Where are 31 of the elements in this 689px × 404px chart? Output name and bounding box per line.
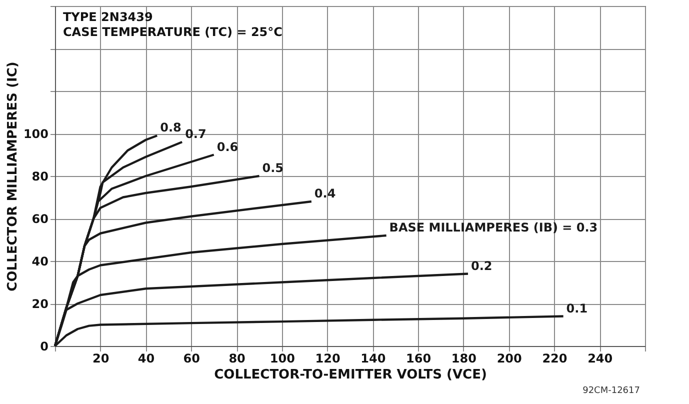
x-tick-label: 120 <box>315 352 340 366</box>
x-tick-label: 180 <box>451 352 476 366</box>
text: 92CM-12617 <box>582 386 640 396</box>
y-tick-label: 60 <box>32 212 48 226</box>
y-axis-title: COLLECTOR MILLIAMPERES (IC) <box>5 62 20 292</box>
x-tick-label: 220 <box>542 352 568 366</box>
y-tick-label: 100 <box>23 127 48 141</box>
x-tick-label: 140 <box>360 352 386 366</box>
x-tick-label: 100 <box>270 352 295 366</box>
y-tick-label: 80 <box>32 170 48 184</box>
x-tick-label: 40 <box>138 352 155 366</box>
x-tick-label: 80 <box>228 352 246 366</box>
x-axis-title: COLLECTOR-TO-EMITTER VOLTS (VCE) <box>214 368 487 382</box>
x-tick-label: 60 <box>183 352 200 366</box>
series-label: 0.5 <box>262 161 284 175</box>
text: CASE TEMPERATURE (TC) = 25°C <box>63 25 283 39</box>
series-label: 0.4 <box>314 186 336 200</box>
x-tick-label: 20 <box>92 352 110 366</box>
series-label: 0.8 <box>160 120 182 135</box>
x-tick-label: 160 <box>406 352 432 366</box>
x-tick-label: 240 <box>588 352 613 366</box>
series-label: BASE MILLIAMPERES (IB) = 0.3 <box>389 220 598 234</box>
series-label: 0.2 <box>471 258 492 273</box>
series-label: 0.6 <box>216 140 238 154</box>
y-tick-label: 0 <box>40 340 48 354</box>
y-tick-label: 40 <box>32 254 48 268</box>
chart-title: TYPE 2N3439 <box>63 10 153 24</box>
series-label: 0.1 <box>566 301 588 316</box>
x-tick-label: 200 <box>496 352 522 366</box>
y-tick-label: 20 <box>32 297 48 311</box>
series-label: 0.7 <box>185 127 206 141</box>
